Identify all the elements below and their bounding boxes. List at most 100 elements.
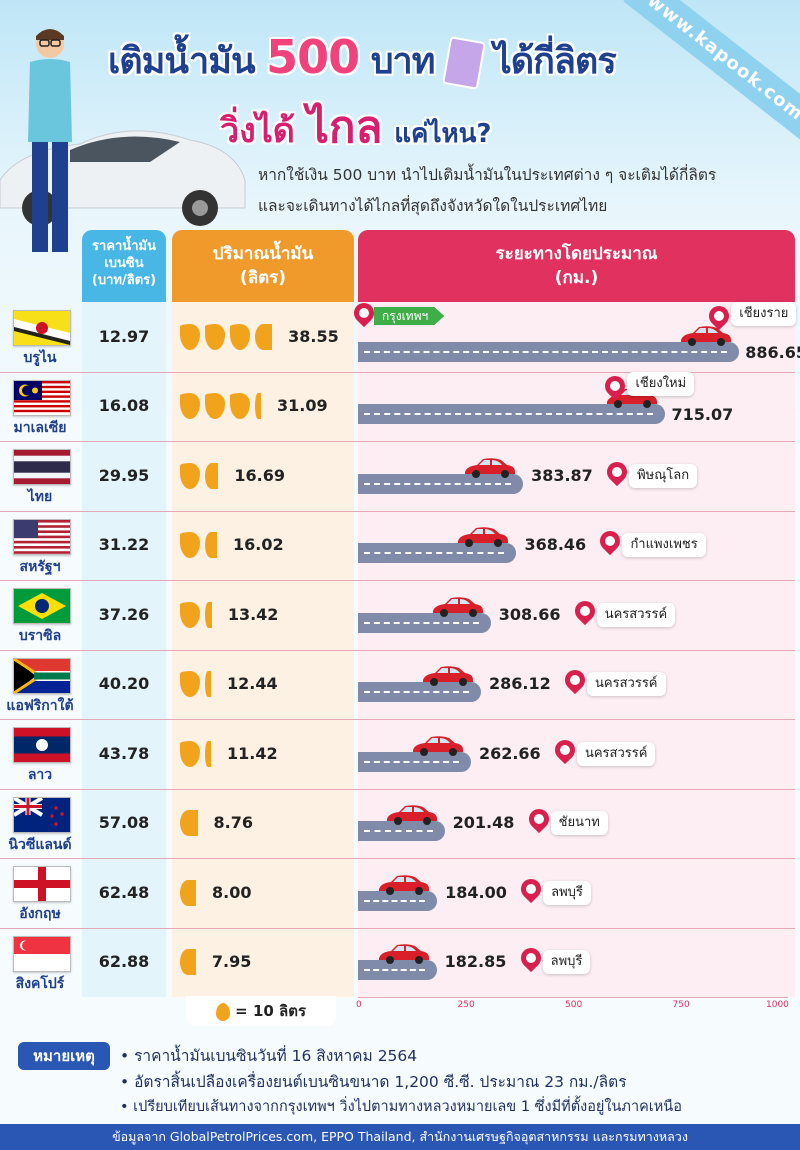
oil-drop-icon: [230, 323, 250, 350]
flag-south-africa-icon: [13, 657, 71, 694]
car-icon: [411, 734, 465, 756]
country-name: มาเลเซีย: [13, 419, 67, 436]
liters-value: 13.42: [227, 604, 279, 624]
site-banner[interactable]: www.kapook.com: [623, 0, 800, 143]
legend: = 10 ลิตร: [186, 996, 336, 1026]
flag-malaysia-icon: [13, 379, 71, 416]
partial-drop-icon: [205, 601, 212, 628]
partial-drop-icon: [205, 532, 218, 559]
title-part: แค่ไหน?: [394, 119, 492, 149]
liters-value: 7.95: [211, 952, 252, 972]
price-value: 62.48: [98, 882, 150, 902]
axis-tick-label: 1000: [766, 1000, 789, 1010]
country-name: แอฟริกาใต้: [6, 697, 74, 714]
man-illustration: [28, 29, 72, 252]
car-icon: [385, 803, 439, 826]
car-icon: [421, 664, 475, 687]
distance-bar: [358, 543, 517, 564]
liters-value: 16.69: [234, 465, 285, 485]
price-value: 31.22: [98, 535, 150, 555]
title-line1: เติมน้ำมัน 500 บาท ได้กี่ลิตร: [108, 30, 617, 90]
volume-header: ปริมาณน้ำมัน (ลิตร): [172, 230, 354, 302]
row-divider: [0, 371, 795, 373]
province-label: ชัยนาท: [550, 811, 608, 836]
country-name: ไทย: [27, 489, 53, 505]
oil-drop-icon: [215, 1002, 230, 1021]
price-value: 40.20: [98, 674, 150, 694]
title-line2: วิ่งได้ ไกล แค่ไหน?: [220, 92, 492, 162]
oil-drop-icon: [180, 740, 200, 767]
flag-thailand-icon: [13, 449, 71, 485]
title-amount: 500: [266, 30, 360, 84]
price-header: ราคาน้ำมัน เบนซิน (บาท/ลิตร): [82, 230, 166, 302]
distance-value: 368.46: [524, 535, 587, 555]
oil-drop-icon: [180, 323, 200, 350]
car-icon: [377, 873, 431, 895]
country-name: นิวซีแลนด์: [8, 836, 72, 853]
distance-value: 886.65: [745, 342, 800, 362]
car-icon: [377, 942, 431, 965]
notes-label: หมายเหตุ: [18, 1042, 110, 1070]
price-value: 12.97: [98, 326, 150, 346]
country-name: สหรัฐฯ: [19, 558, 61, 575]
price-value: 57.08: [98, 813, 150, 833]
note-item: • ราคาน้ำมันเบนซินวันที่ 16 สิงหาคม 2564: [120, 1047, 418, 1065]
flag-brazil-icon: [13, 588, 71, 624]
car-icon: [431, 595, 485, 617]
distance-value: 262.66: [478, 743, 541, 763]
distance-bar: [358, 473, 524, 494]
flag-singapore-icon: [13, 935, 71, 972]
liters-value: 12.44: [227, 674, 278, 694]
province-label: เชียงใหม่: [627, 371, 695, 396]
car-icon: [463, 456, 517, 478]
row-divider: [0, 927, 795, 929]
partial-drop-icon: [180, 949, 196, 976]
country-name: บรูไน: [23, 350, 57, 366]
row-divider: [0, 441, 795, 442]
distance-value: 201.48: [452, 813, 515, 833]
liters-value: 11.42: [227, 743, 278, 763]
province-label: เชียงราย: [731, 302, 797, 326]
liters-value: 31.09: [277, 396, 328, 416]
price-value: 62.88: [98, 952, 150, 972]
oil-drop-icon: [180, 462, 200, 489]
row-divider: [0, 858, 795, 859]
title-emphasis: ไกล: [306, 102, 383, 153]
oil-drop-icon: [230, 393, 250, 420]
distance-value: 308.66: [498, 604, 561, 624]
note-item: • อัตราสิ้นเปลืองเครื่องยนต์เบนซินขนาด 1…: [120, 1073, 627, 1091]
oil-drop-icon: [180, 601, 200, 628]
intro-line2: และจะเดินทางได้ไกลที่สุดถึงจังหวัดใดในปร…: [258, 197, 608, 215]
title-part: บาท: [370, 41, 436, 82]
distance-header: ระยะทางโดยประมาณ (กม.): [358, 230, 795, 302]
country-name: อังกฤษ: [19, 906, 61, 922]
oil-drop-icon: [205, 393, 225, 420]
start-label: กรุงเทพฯ: [374, 307, 445, 325]
province-label: พิษณุโลก: [629, 463, 698, 488]
row-divider: [0, 649, 795, 651]
title-part: วิ่งได้: [220, 111, 295, 151]
distance-value: 715.07: [671, 405, 734, 425]
axis-tick-label: 250: [457, 1000, 475, 1010]
country-name: บราซิล: [18, 628, 62, 644]
legend-text: = 10 ลิตร: [235, 1002, 307, 1020]
row-divider: [0, 719, 795, 720]
partial-drop-icon: [205, 740, 211, 767]
distance-bar: [358, 682, 482, 703]
flag-new-zealand-icon: [13, 796, 71, 833]
axis-tick-label: 0: [356, 1000, 362, 1010]
row-divider: [0, 580, 795, 581]
distance-bar: [358, 612, 491, 633]
oil-drop-icon: [180, 671, 200, 698]
oil-drop-icon: [180, 532, 200, 559]
liters-value: 38.55: [288, 326, 339, 346]
oil-drop-icon: [180, 393, 200, 420]
axis-tick-label: 750: [672, 1000, 690, 1010]
province-label: ลพบุรี: [542, 950, 591, 975]
flag-usa-icon: [13, 518, 71, 555]
flag-england-icon: [13, 866, 71, 902]
price-value: 37.26: [98, 604, 150, 624]
title-part: เติมน้ำมัน: [108, 41, 256, 82]
oil-drop-icon: [205, 323, 225, 350]
distance-bar: [358, 751, 471, 772]
